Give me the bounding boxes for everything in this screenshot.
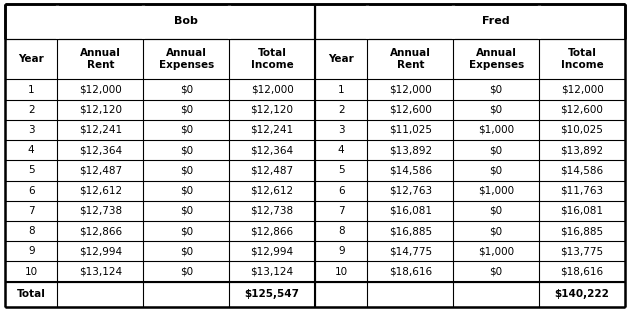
Text: $1,000: $1,000 — [478, 125, 514, 135]
Text: 9: 9 — [28, 246, 35, 256]
Text: $140,222: $140,222 — [554, 289, 609, 299]
Text: $11,763: $11,763 — [561, 186, 604, 196]
Text: $10,025: $10,025 — [561, 125, 604, 135]
Text: $0: $0 — [180, 145, 193, 155]
Text: 6: 6 — [338, 186, 345, 196]
Text: $14,775: $14,775 — [389, 246, 432, 256]
Text: $12,120: $12,120 — [79, 105, 122, 115]
Text: Annual
Rent: Annual Rent — [80, 48, 121, 70]
Text: $0: $0 — [180, 246, 193, 256]
Text: Fred: Fred — [483, 16, 510, 26]
Text: 8: 8 — [28, 226, 35, 236]
Text: $16,081: $16,081 — [389, 206, 432, 216]
Text: $0: $0 — [180, 165, 193, 176]
Text: $12,000: $12,000 — [561, 85, 604, 95]
Text: Year: Year — [328, 54, 354, 64]
Text: $0: $0 — [180, 206, 193, 216]
Text: $0: $0 — [180, 267, 193, 277]
Text: Bob: Bob — [175, 16, 198, 26]
Text: 7: 7 — [338, 206, 345, 216]
Text: 7: 7 — [28, 206, 35, 216]
Text: $16,081: $16,081 — [561, 206, 604, 216]
Text: 3: 3 — [338, 125, 345, 135]
Text: $18,616: $18,616 — [389, 267, 432, 277]
Text: 2: 2 — [28, 105, 35, 115]
Text: Annual
Expenses: Annual Expenses — [469, 48, 524, 70]
Text: 1: 1 — [338, 85, 345, 95]
Text: $12,241: $12,241 — [79, 125, 122, 135]
Text: 6: 6 — [28, 186, 35, 196]
Text: $16,885: $16,885 — [389, 226, 432, 236]
Text: $12,866: $12,866 — [79, 226, 122, 236]
Text: $0: $0 — [490, 226, 503, 236]
Text: 5: 5 — [338, 165, 345, 176]
Text: $12,994: $12,994 — [251, 246, 294, 256]
Text: Total
Income: Total Income — [561, 48, 604, 70]
Text: 4: 4 — [338, 145, 345, 155]
Text: $0: $0 — [490, 165, 503, 176]
Text: Total: Total — [17, 289, 45, 299]
Text: $12,487: $12,487 — [251, 165, 294, 176]
Text: $18,616: $18,616 — [561, 267, 604, 277]
Text: Annual
Rent: Annual Rent — [390, 48, 431, 70]
Text: $14,586: $14,586 — [561, 165, 604, 176]
Text: $0: $0 — [180, 125, 193, 135]
Text: $1,000: $1,000 — [478, 246, 514, 256]
Text: $12,738: $12,738 — [79, 206, 122, 216]
Text: Year: Year — [18, 54, 44, 64]
Text: $14,586: $14,586 — [389, 165, 432, 176]
Text: 10: 10 — [25, 267, 38, 277]
Text: $12,241: $12,241 — [251, 125, 294, 135]
Text: 5: 5 — [28, 165, 35, 176]
Text: $12,600: $12,600 — [561, 105, 604, 115]
Text: $12,612: $12,612 — [79, 186, 122, 196]
Text: $12,120: $12,120 — [251, 105, 294, 115]
Text: $0: $0 — [490, 206, 503, 216]
Text: $12,364: $12,364 — [251, 145, 294, 155]
Text: $12,364: $12,364 — [79, 145, 122, 155]
Text: 3: 3 — [28, 125, 35, 135]
Text: 8: 8 — [338, 226, 345, 236]
Text: $12,000: $12,000 — [79, 85, 122, 95]
Text: $0: $0 — [180, 85, 193, 95]
Text: $11,025: $11,025 — [389, 125, 432, 135]
Text: $0: $0 — [490, 105, 503, 115]
Text: $12,000: $12,000 — [251, 85, 294, 95]
Text: 1: 1 — [28, 85, 35, 95]
Text: $0: $0 — [180, 105, 193, 115]
Text: $12,612: $12,612 — [251, 186, 294, 196]
Text: $13,124: $13,124 — [79, 267, 122, 277]
Text: $13,775: $13,775 — [561, 246, 604, 256]
Text: 4: 4 — [28, 145, 35, 155]
Text: $125,547: $125,547 — [244, 289, 300, 299]
Text: $13,892: $13,892 — [389, 145, 432, 155]
Text: $0: $0 — [490, 145, 503, 155]
Text: $12,487: $12,487 — [79, 165, 122, 176]
Text: 10: 10 — [335, 267, 348, 277]
Text: Total
Income: Total Income — [251, 48, 294, 70]
Text: $13,892: $13,892 — [561, 145, 604, 155]
Text: $12,600: $12,600 — [389, 105, 432, 115]
Text: Annual
Expenses: Annual Expenses — [159, 48, 214, 70]
Text: $1,000: $1,000 — [478, 186, 514, 196]
Text: $12,763: $12,763 — [389, 186, 432, 196]
Text: $13,124: $13,124 — [251, 267, 294, 277]
Text: $16,885: $16,885 — [561, 226, 604, 236]
Text: 2: 2 — [338, 105, 345, 115]
Text: 9: 9 — [338, 246, 345, 256]
Text: $12,866: $12,866 — [251, 226, 294, 236]
Text: $12,738: $12,738 — [251, 206, 294, 216]
Text: $12,994: $12,994 — [79, 246, 122, 256]
Text: $0: $0 — [490, 85, 503, 95]
Text: $0: $0 — [490, 267, 503, 277]
Text: $0: $0 — [180, 186, 193, 196]
Text: $0: $0 — [180, 226, 193, 236]
Text: $12,000: $12,000 — [389, 85, 432, 95]
